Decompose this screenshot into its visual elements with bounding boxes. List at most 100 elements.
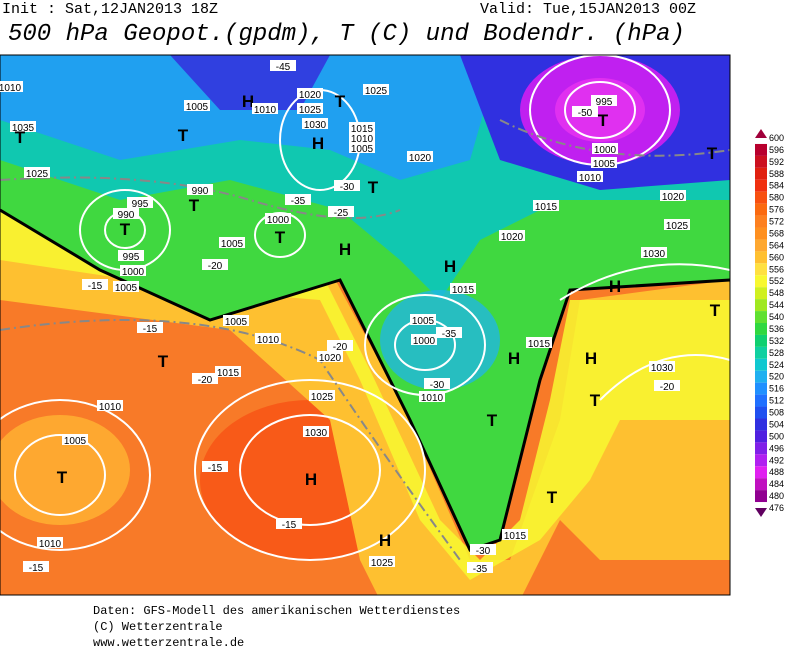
contour-label: -15 [282,520,297,531]
label-box [410,314,436,325]
pressure-center: H [585,349,597,368]
label-box [309,390,335,401]
label-box [187,184,213,195]
label-box [37,537,63,548]
colorbar-label: 540 [769,312,784,322]
colorbar-label: 584 [769,181,784,191]
colorbar-label: 492 [769,455,784,465]
label-box [327,340,353,351]
pressure-center: H [312,134,324,153]
colorbar-segment [755,323,767,335]
init-time: Init : Sat,12JAN2013 18Z [2,1,218,18]
contour-label: 1000 [267,215,290,226]
label-box [270,60,296,71]
label-box [499,230,525,241]
contour-label: -15 [88,281,103,292]
colorbar-segment [755,251,767,264]
colorbar-label: 500 [769,431,784,441]
colorbar-segment [755,155,767,168]
colorbar-segment [755,466,767,479]
label-box [255,333,281,344]
contour-label: 1025 [371,558,394,569]
colorbar-label: 536 [769,324,784,334]
pressure-center: T [189,196,200,215]
label-box [424,378,450,389]
pressure-center: T [15,128,26,147]
colorbar-segment [755,370,767,383]
pressure-center: T [487,411,498,430]
colorbar-label: 560 [769,252,784,262]
title: 500 hPa Geopot.(gpdm), T (C) und Bodendr… [8,21,685,48]
label-box [533,200,559,211]
colorbar-label: 552 [769,276,784,286]
footer-line: www.wetterzentrale.de [93,636,244,648]
label-box [349,122,375,133]
colorbar-label: 476 [769,503,784,513]
colorbar-label: 532 [769,336,784,346]
label-box [641,247,667,258]
colorbar-segment [755,311,767,323]
colorbar-segment [755,179,767,192]
label-box [591,95,617,106]
colorbar-segment [755,227,767,240]
label-box [450,283,476,294]
contour-label: 1010 [39,539,62,550]
contour-label: -35 [442,329,457,340]
label-box [215,366,241,377]
label-box [572,106,598,117]
contour-label: 1025 [365,86,388,97]
label-box [113,281,139,292]
contour-label: 1005 [593,159,616,170]
contour-label: 1005 [115,283,138,294]
contour-label: 1000 [122,267,145,278]
colorbar-segment [755,454,767,467]
colorbar-label: 488 [769,467,784,477]
contour-label: 1020 [501,232,524,243]
colorbar-label: 572 [769,217,784,227]
contour-label: 1020 [662,192,685,203]
label-box [137,322,163,333]
colorbar-segment [755,167,767,180]
colorbar-label: 576 [769,205,784,215]
pressure-center: T [158,352,169,371]
contour-label: 1015 [452,285,475,296]
label-box [297,103,323,114]
label-box [407,151,433,162]
colorbar-end [755,508,767,517]
colorbar-label: 596 [769,145,784,155]
pressure-center: T [707,144,718,163]
label-box [526,337,552,348]
label-box [252,103,278,114]
contour-label: -20 [198,375,213,386]
label-box [297,88,323,99]
contour-label: -30 [476,546,491,557]
contour-label: 1005 [221,239,244,250]
label-box [97,400,123,411]
colorbar-segment [755,275,767,288]
label-box [419,391,445,402]
contour-label: 995 [123,252,140,263]
colorbar-segment [755,418,767,431]
contour-label: 1025 [299,105,322,116]
contour-label: 1025 [666,221,689,232]
contour-label: 1010 [254,105,277,116]
colorbar-segment [755,299,767,312]
contour-label: 1015 [528,339,551,350]
colorbar-label: 524 [769,360,784,370]
contour-label: 1010 [579,173,602,184]
label-box [285,194,311,205]
label-box [660,190,686,201]
colorbar-end [755,129,767,138]
contour-label: -15 [143,324,158,335]
colorbar-segment [755,406,767,419]
contour-label: 995 [596,97,613,108]
contour-label: -15 [208,463,223,474]
colorbar-label: 528 [769,348,784,358]
contour-label: -45 [276,62,291,73]
label-box [317,351,343,362]
contour-label: -35 [291,196,306,207]
label-box [184,100,210,111]
colorbar-segment [755,346,767,359]
contour-label: 1010 [99,402,122,413]
